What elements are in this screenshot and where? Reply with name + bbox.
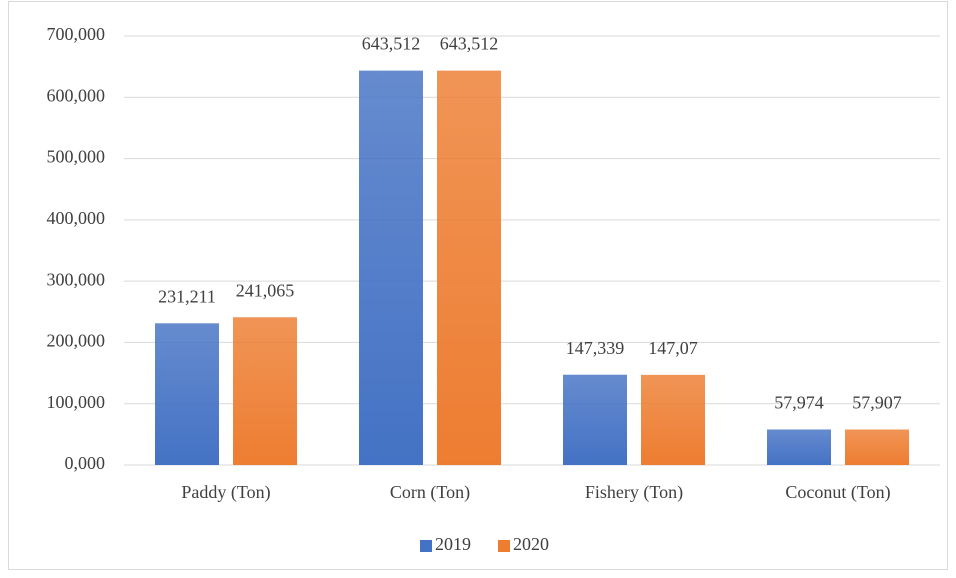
legend-label: 2019 — [435, 534, 471, 554]
bar — [641, 374, 705, 465]
data-label: 231,211 — [158, 286, 216, 306]
y-tick-label: 100,000 — [47, 392, 106, 412]
bar — [155, 323, 219, 465]
x-tick-label: Coconut (Ton) — [785, 482, 890, 503]
bar — [767, 429, 831, 465]
y-tick-label: 300,000 — [47, 269, 106, 289]
legend-swatch — [420, 540, 432, 552]
bar — [563, 374, 627, 465]
data-label: 57,974 — [774, 393, 824, 413]
data-label: 57,907 — [852, 393, 902, 413]
y-tick-label: 400,000 — [47, 208, 106, 228]
data-label: 147,339 — [566, 338, 625, 358]
legend-label: 2020 — [513, 534, 549, 554]
y-tick-label: 700,000 — [47, 24, 106, 44]
data-label: 643,512 — [362, 34, 421, 54]
bar — [437, 70, 501, 465]
y-tick-label: 0,000 — [65, 453, 106, 473]
legend-swatch — [498, 540, 510, 552]
bar — [845, 429, 909, 465]
bar — [359, 70, 423, 465]
y-tick-label: 500,000 — [47, 147, 106, 167]
data-label: 147,07 — [648, 338, 698, 358]
x-tick-label: Paddy (Ton) — [181, 482, 270, 503]
data-label: 643,512 — [440, 34, 499, 54]
x-tick-label: Fishery (Ton) — [585, 482, 683, 503]
y-tick-label: 600,000 — [47, 85, 106, 105]
y-tick-label: 200,000 — [47, 331, 106, 351]
data-label: 241,065 — [236, 280, 295, 300]
bar — [233, 317, 297, 465]
x-tick-label: Corn (Ton) — [390, 482, 470, 503]
